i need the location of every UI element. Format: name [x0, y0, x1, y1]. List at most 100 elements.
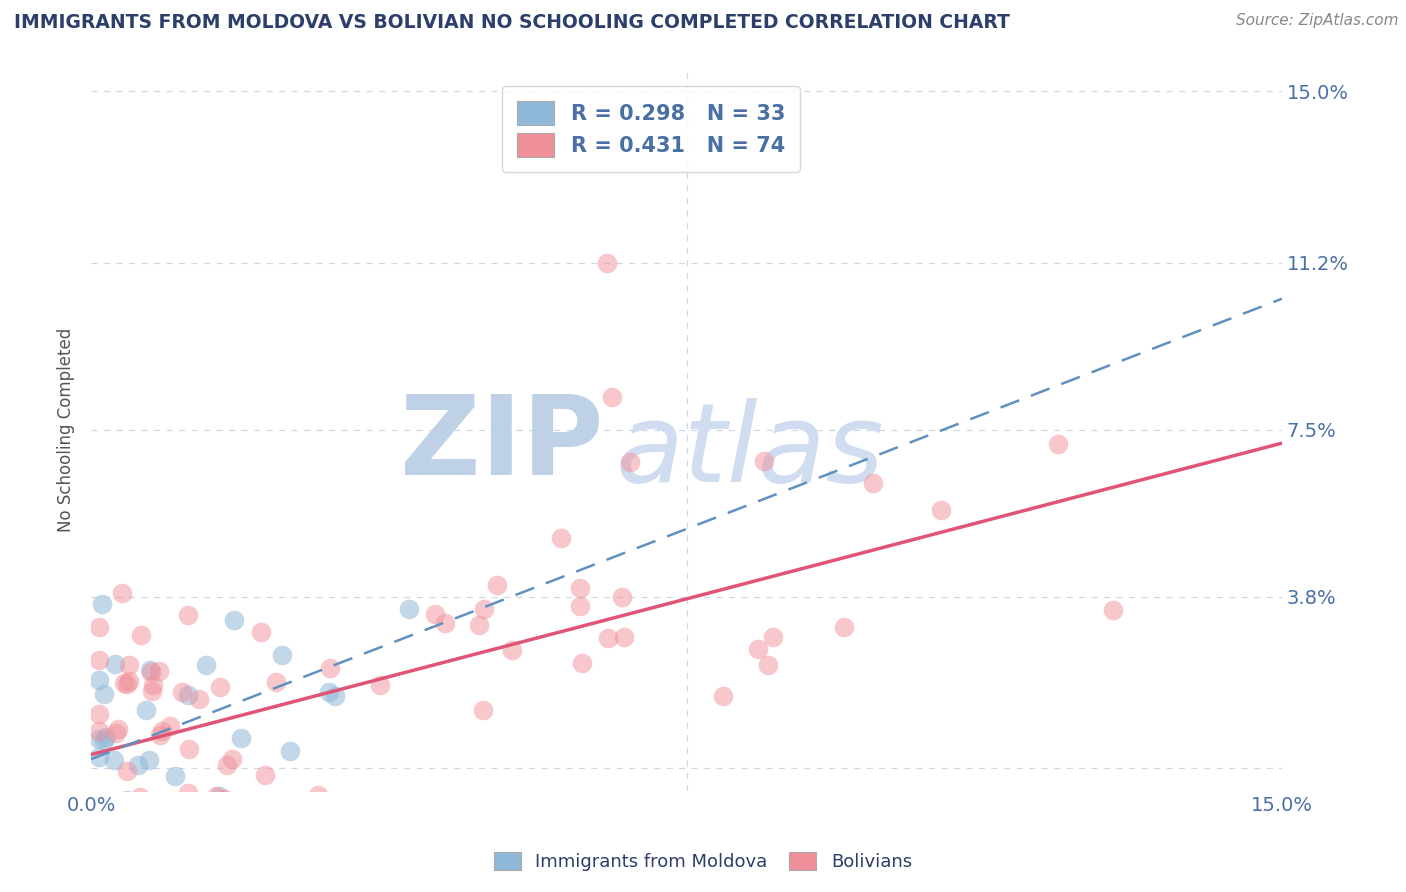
Point: [93, 687, 115, 701]
Point: [179, 742, 201, 756]
Point: [127, 758, 149, 772]
Point: [485, 577, 508, 591]
Point: [423, 607, 446, 621]
Point: [87, 653, 110, 667]
Point: [159, 719, 181, 733]
Point: [172, 685, 194, 699]
Point: [212, 792, 235, 806]
Point: [1046, 437, 1069, 451]
Point: [135, 703, 157, 717]
Point: [110, 834, 132, 848]
Point: [96, 731, 118, 745]
Point: [115, 858, 138, 872]
Point: [150, 723, 173, 738]
Point: [93, 733, 115, 747]
Point: [198, 797, 221, 811]
Point: [862, 475, 884, 490]
Point: [319, 661, 342, 675]
Point: [177, 608, 200, 623]
Point: [87, 812, 110, 826]
Point: [271, 648, 294, 662]
Point: [468, 618, 491, 632]
Point: [217, 758, 239, 772]
Y-axis label: No Schooling Completed: No Schooling Completed: [58, 327, 75, 532]
Point: [138, 753, 160, 767]
Point: [148, 664, 170, 678]
Text: Source: ZipAtlas.com: Source: ZipAtlas.com: [1236, 13, 1399, 29]
Point: [87, 724, 110, 739]
Point: [208, 789, 231, 803]
Point: [302, 825, 325, 839]
Point: [318, 685, 340, 699]
Point: [138, 663, 160, 677]
Point: [115, 764, 138, 779]
Text: IMMIGRANTS FROM MOLDOVA VS BOLIVIAN NO SCHOOLING COMPLETED CORRELATION CHART: IMMIGRANTS FROM MOLDOVA VS BOLIVIAN NO S…: [14, 13, 1010, 32]
Point: [571, 656, 593, 670]
Point: [129, 789, 152, 804]
Point: [194, 816, 217, 830]
Point: [222, 613, 245, 627]
Point: [142, 678, 165, 692]
Point: [87, 706, 110, 721]
Point: [110, 585, 132, 599]
Point: [117, 673, 139, 688]
Point: [173, 796, 195, 810]
Point: [231, 731, 253, 746]
Point: [747, 641, 769, 656]
Point: [550, 531, 572, 545]
Point: [90, 797, 112, 811]
Point: [208, 681, 231, 695]
Point: [568, 599, 591, 614]
Point: [264, 675, 287, 690]
Point: [141, 684, 163, 698]
Point: [97, 844, 120, 858]
Text: ZIP: ZIP: [399, 391, 603, 498]
Point: [104, 726, 127, 740]
Point: [368, 678, 391, 692]
Point: [112, 675, 135, 690]
Point: [1102, 603, 1125, 617]
Point: [108, 837, 131, 851]
Point: [107, 722, 129, 736]
Point: [90, 598, 112, 612]
Point: [177, 689, 200, 703]
Point: [115, 677, 138, 691]
Point: [568, 582, 591, 596]
Legend: R = 0.298   N = 33, R = 0.431   N = 74: R = 0.298 N = 33, R = 0.431 N = 74: [502, 87, 800, 172]
Point: [104, 657, 127, 671]
Point: [596, 631, 619, 645]
Point: [87, 673, 110, 688]
Point: [254, 768, 277, 782]
Point: [87, 619, 110, 633]
Text: atlas: atlas: [614, 398, 884, 505]
Point: [713, 690, 735, 704]
Point: [756, 657, 779, 672]
Point: [101, 802, 124, 816]
Point: [472, 602, 495, 616]
Point: [145, 856, 167, 871]
Point: [501, 643, 523, 657]
Point: [472, 703, 495, 717]
Point: [163, 768, 186, 782]
Point: [278, 743, 301, 757]
Point: [619, 455, 641, 469]
Point: [434, 615, 457, 630]
Point: [87, 750, 110, 764]
Point: [149, 729, 172, 743]
Point: [832, 620, 855, 634]
Point: [288, 807, 311, 822]
Point: [115, 793, 138, 807]
Point: [929, 503, 952, 517]
Point: [152, 867, 174, 881]
Point: [157, 821, 180, 835]
Point: [87, 732, 110, 747]
Point: [139, 665, 162, 680]
Point: [325, 689, 347, 703]
Point: [600, 390, 623, 404]
Point: [596, 255, 619, 269]
Point: [398, 602, 420, 616]
Point: [307, 789, 329, 803]
Point: [91, 820, 114, 834]
Point: [134, 820, 156, 834]
Legend: Immigrants from Moldova, Bolivians: Immigrants from Moldova, Bolivians: [486, 845, 920, 879]
